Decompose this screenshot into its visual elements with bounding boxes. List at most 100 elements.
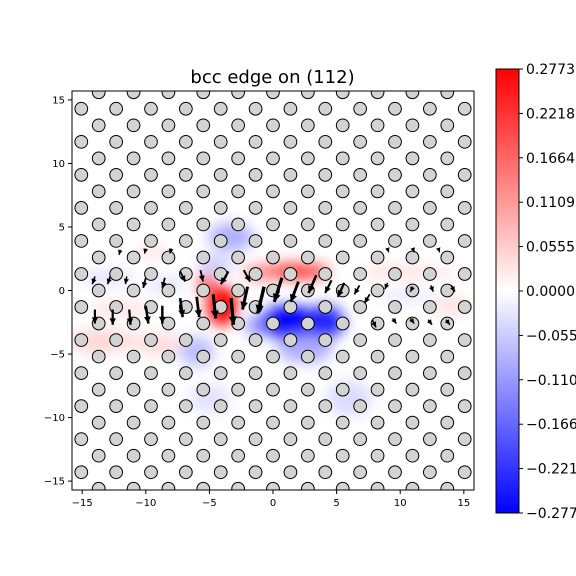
atom <box>57 449 70 462</box>
arrow-head <box>391 318 397 324</box>
atom <box>300 415 315 430</box>
atom <box>74 267 89 281</box>
atom <box>335 91 350 100</box>
atom <box>300 217 315 232</box>
atom <box>74 333 89 347</box>
atom <box>457 432 472 447</box>
atom <box>161 250 176 265</box>
atom-markers <box>57 91 489 490</box>
atom <box>144 465 158 480</box>
field-blob <box>378 290 435 304</box>
arrow-head <box>220 277 227 285</box>
atom <box>457 168 472 182</box>
atom <box>353 333 368 347</box>
atom <box>161 91 176 100</box>
atom <box>405 217 420 232</box>
atom <box>353 300 368 314</box>
atom <box>196 91 211 100</box>
atom <box>405 118 420 133</box>
arrow-head <box>143 248 149 254</box>
atom <box>335 217 350 232</box>
atom <box>126 283 141 298</box>
atom <box>161 184 176 199</box>
arrow-head <box>126 318 134 325</box>
field-blob <box>259 305 318 339</box>
atom <box>300 382 315 397</box>
atom <box>74 432 89 447</box>
atom <box>283 399 298 413</box>
arrow-head <box>158 316 166 324</box>
colorbar-tick-label: 0.1109 <box>526 195 575 211</box>
atom <box>126 415 141 430</box>
atom <box>476 449 489 462</box>
atom <box>370 481 385 490</box>
atom <box>248 465 263 480</box>
atom <box>126 349 141 364</box>
atom <box>353 432 368 447</box>
atom <box>231 283 246 298</box>
atom <box>457 399 472 413</box>
atom <box>388 101 402 116</box>
atom <box>353 101 368 116</box>
atom <box>457 201 472 215</box>
atom <box>178 333 193 347</box>
atom <box>126 250 141 265</box>
atom <box>91 217 106 232</box>
x-tick-label: 15 <box>457 498 470 509</box>
atom <box>231 382 246 397</box>
atom <box>57 383 70 396</box>
atom <box>109 399 124 413</box>
atom <box>422 432 437 447</box>
arrow-head <box>337 289 344 297</box>
atom <box>109 101 124 116</box>
atom <box>335 184 350 199</box>
atom <box>144 201 158 215</box>
atom <box>231 448 246 463</box>
atom <box>109 465 124 480</box>
atom <box>266 217 280 232</box>
atom <box>178 134 193 149</box>
atom <box>318 300 333 314</box>
arrow-head <box>371 321 377 328</box>
atom <box>335 349 350 364</box>
colorbar-gradient <box>495 68 520 514</box>
atom <box>335 250 350 265</box>
atom <box>231 415 246 430</box>
atom <box>440 151 455 166</box>
atom <box>283 134 298 149</box>
atom <box>370 316 385 331</box>
atom <box>318 267 333 281</box>
atom <box>57 119 70 132</box>
atom <box>213 366 228 380</box>
y-tick-label: 15 <box>52 95 65 106</box>
atom <box>178 432 193 447</box>
atom <box>161 118 176 133</box>
colorbar: 0.2773 0.2218 0.1664 0.1109 0.0555 0.0000 −0.0… <box>495 62 576 522</box>
arrow-head <box>385 247 390 253</box>
atom <box>457 300 472 314</box>
atom <box>300 448 315 463</box>
arrow-head <box>364 296 370 304</box>
arrow-head <box>91 317 98 324</box>
atom <box>283 300 298 314</box>
atom <box>388 201 402 215</box>
atom <box>144 300 158 314</box>
atom <box>248 366 263 380</box>
colorbar-ticks: 0.2773 0.2218 0.1664 0.1109 0.0555 0.0000 −0.0… <box>519 62 576 522</box>
atom <box>161 415 176 430</box>
atom <box>388 333 402 347</box>
atom <box>213 432 228 447</box>
arrow-head <box>429 286 434 292</box>
atom <box>213 465 228 480</box>
atom <box>457 366 472 380</box>
atom <box>283 201 298 215</box>
atom <box>126 118 141 133</box>
arrow-head <box>244 274 251 282</box>
colorbar-tick-label: −0.0555 <box>526 328 576 344</box>
atom <box>91 118 106 133</box>
atom <box>178 465 193 480</box>
x-tick-label: −10 <box>135 498 156 509</box>
atom <box>144 432 158 447</box>
atom <box>248 168 263 182</box>
